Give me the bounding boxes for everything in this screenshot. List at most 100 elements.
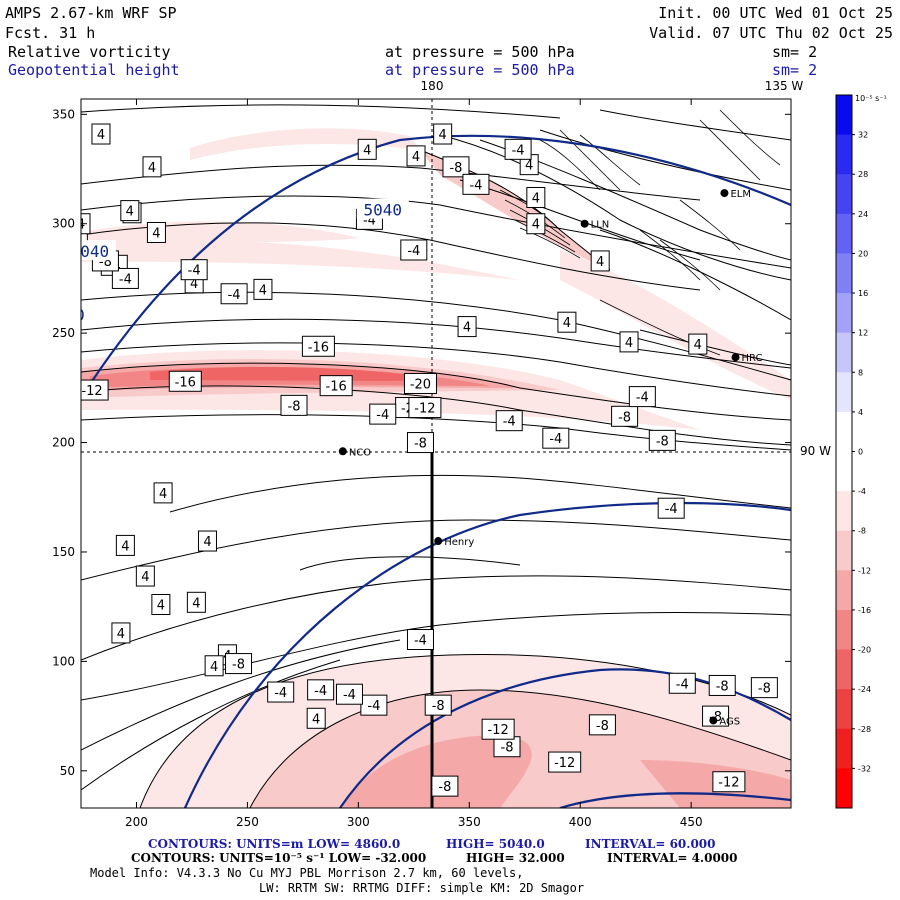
- vorticity-label: 4: [253, 278, 273, 300]
- vorticity-label: 4: [135, 565, 155, 587]
- vorticity-label-text: 4: [121, 539, 129, 554]
- vorticity-label-box: [611, 405, 639, 427]
- plot-frame: [80, 98, 792, 809]
- height-contours: [81, 134, 791, 808]
- vorticity-label-box: [146, 221, 166, 243]
- footer-height-contours: CONTOURS: UNITS=m LOW= 4860.0: [148, 837, 400, 851]
- vorticity-label-box: [115, 534, 135, 556]
- vorticity-label-box: [220, 283, 248, 305]
- vorticity-label: -4: [495, 410, 523, 432]
- vorticity-label-box: [120, 200, 140, 222]
- vorticity-label: -8: [225, 653, 253, 675]
- y-tick-label: 300: [52, 217, 75, 231]
- vorticity-label-text: -12: [81, 384, 102, 399]
- height-label: 5040: [46, 306, 85, 325]
- colorbar-segment: [836, 689, 852, 730]
- colorbar-segment: [836, 768, 852, 809]
- colorbar-segment: [836, 213, 852, 254]
- vorticity-label: -4: [668, 672, 696, 694]
- vorticity-label: 4: [197, 530, 217, 552]
- colorbar-tick-label: -20: [858, 646, 871, 655]
- y-tick-label: 200: [52, 436, 75, 450]
- vorticity-label-text: -12: [718, 776, 739, 791]
- vorticity-label: -4: [267, 681, 295, 703]
- vorticity-label-text: 4: [259, 283, 267, 298]
- vorticity-label: -4: [504, 138, 532, 160]
- vorticity-label: -8: [611, 405, 639, 427]
- vorticity-label: 4: [204, 655, 224, 677]
- vorticity-labels: 4444-4-4-4-844444-44-444-84-4-44444-4-4-…: [81, 123, 778, 797]
- y-tick-label: 250: [52, 326, 75, 340]
- vorticity-label-text: 4: [532, 191, 540, 206]
- vorticity-label: -12: [81, 379, 109, 401]
- vorticity-label: 4: [590, 250, 610, 272]
- vorticity-label: -4: [111, 267, 139, 289]
- vorticity-label-text: 4: [525, 159, 533, 174]
- vorticity-label: -12: [408, 397, 442, 419]
- vorticity-label-box: [702, 705, 730, 727]
- vorticity-label: -4: [360, 694, 388, 716]
- x-tick-label: 250: [236, 815, 259, 829]
- init-time: Init. 00 UTC Wed 01 Oct 25: [658, 4, 893, 22]
- vorticity-label-box: [406, 145, 426, 167]
- vorticity-label-box: [406, 629, 434, 651]
- colorbar-segment: [836, 728, 852, 769]
- colorbar-unit: 10⁻⁵ s⁻¹: [855, 94, 887, 103]
- vorticity-label: 4: [142, 156, 162, 178]
- vorticity-label: -4: [335, 683, 363, 705]
- x-axis: 200 250 300 350 400 450: [125, 99, 703, 829]
- vorticity-label: 4: [111, 622, 131, 644]
- vorticity-label-box: [319, 375, 353, 397]
- height-label-bg: [81, 303, 92, 324]
- vorticity-label-box: [712, 771, 746, 793]
- vorticity-label-box: [648, 429, 676, 451]
- station-marker: [720, 189, 729, 198]
- vorticity-label-text: -4: [503, 415, 516, 430]
- station-marker: [580, 219, 589, 228]
- vorticity-label-box: [153, 482, 173, 504]
- vorticity-label-box: [433, 123, 453, 145]
- vorticity-label-text: 4: [694, 338, 702, 353]
- vorticity-label: -4: [400, 239, 428, 261]
- vorticity-label-box: [197, 530, 217, 552]
- vorticity-label-box: [81, 379, 109, 401]
- vorticity-label-box: [481, 718, 515, 740]
- vorticity-label-text: -16: [175, 375, 196, 390]
- height-label-bg: [81, 240, 116, 261]
- vorticity-label-box: [542, 427, 570, 449]
- vorticity-label-box: [504, 138, 532, 160]
- vorticity-label: 4: [433, 123, 453, 145]
- vorticity-label: 4: [526, 186, 546, 208]
- vorticity-label-box: [151, 593, 171, 615]
- x-tick-label: 300: [347, 815, 370, 829]
- valid-time: Valid. 07 UTC Thu 02 Oct 25: [649, 24, 893, 42]
- station-label: HRC: [742, 353, 763, 364]
- colorbar-segment: [836, 451, 852, 492]
- colorbar-segment: [836, 134, 852, 175]
- vorticity-label-box: [657, 497, 685, 519]
- vorticity-label-box: [457, 316, 477, 338]
- field1-name: Relative vorticity: [8, 43, 171, 61]
- colorbar-segment: [836, 293, 852, 334]
- vorticity-label-box: [111, 622, 131, 644]
- vorticity-label: -4: [628, 386, 656, 408]
- vorticity-label-text: -8: [438, 780, 451, 795]
- vorticity-label-box: [267, 681, 295, 703]
- colorbar-segment: [836, 95, 852, 136]
- vorticity-label-text: 4: [210, 660, 218, 675]
- vorticity-label-text: -4: [343, 688, 356, 703]
- vorticity-label-text: -4: [274, 686, 287, 701]
- y-tick-label: 100: [52, 654, 75, 668]
- station-label: AGS: [719, 716, 740, 727]
- vorticity-label-box: [708, 674, 736, 696]
- vorticity-label-box: [495, 410, 523, 432]
- colorbar-tick-label: 12: [858, 329, 868, 338]
- vorticity-label: 4: [688, 333, 708, 355]
- y-tick-label: 350: [52, 107, 75, 121]
- vorticity-label-box: [225, 653, 253, 675]
- vorticity-label-box: [81, 224, 88, 246]
- vorticity-label-box: [462, 173, 490, 195]
- field2-name: Geopotential height: [8, 61, 180, 79]
- vorticity-label: -16: [168, 370, 202, 392]
